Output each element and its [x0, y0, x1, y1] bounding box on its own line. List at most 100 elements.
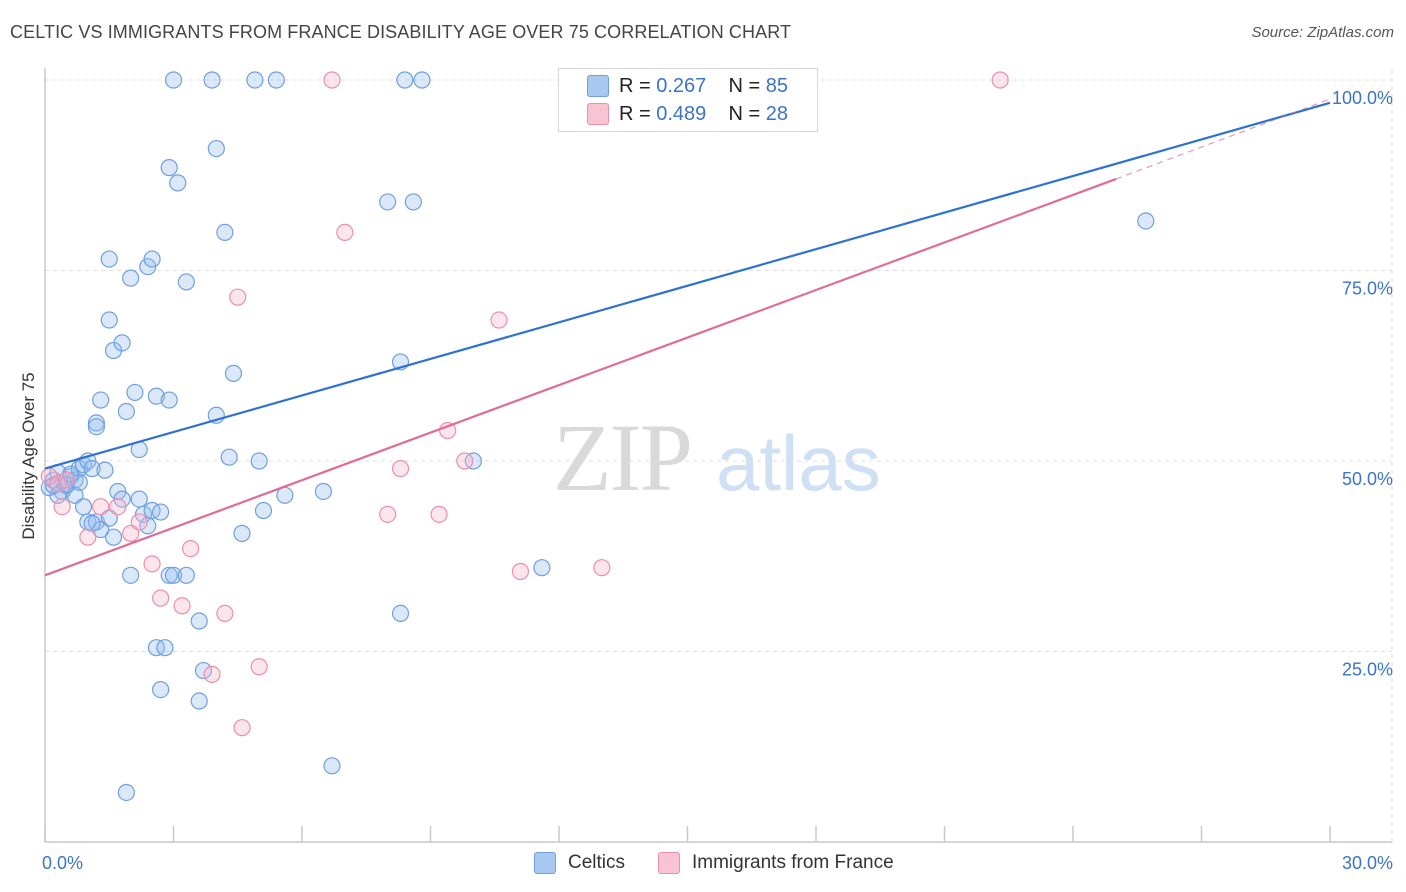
y-tick-label: 75.0% — [1342, 279, 1393, 299]
celtics-point — [194, 661, 213, 680]
france-point — [391, 460, 410, 478]
y-axis-label: Disability Age Over 75 — [19, 372, 38, 539]
celtics-point — [147, 387, 165, 405]
trend-lines — [44, 98, 1331, 577]
celtics-point — [254, 501, 273, 520]
celtics-point — [117, 783, 135, 802]
celtics-point — [104, 528, 123, 546]
series-legend-celtics: Celtics — [534, 852, 625, 874]
france-point — [379, 505, 397, 523]
celtics-point — [92, 391, 110, 409]
celtics-point — [323, 757, 341, 775]
celtics-point — [160, 566, 178, 584]
legend: R = 0.267 N = 85 R = 0.489 N = 28 — [558, 68, 818, 132]
celtics-point — [100, 311, 118, 329]
france-point — [79, 528, 97, 546]
celtics-swatch — [534, 852, 556, 874]
celtics-point — [246, 71, 264, 89]
france-point — [122, 524, 140, 542]
celtics-point — [177, 566, 195, 584]
legend-swatch-france — [587, 103, 609, 125]
celtics-point — [92, 520, 110, 539]
france-point — [53, 498, 71, 516]
celtics-point — [190, 692, 208, 710]
legend-n-label: N = — [728, 74, 766, 97]
france-point — [336, 223, 354, 241]
celtics-point — [190, 612, 208, 630]
celtics-point — [100, 509, 118, 527]
legend-row-france: R = 0.489 N = 28 — [587, 101, 788, 127]
france-point — [439, 421, 457, 440]
celtics-trend-line — [44, 101, 1331, 470]
france-point — [49, 475, 67, 493]
france-point — [430, 505, 448, 523]
celtics-point — [314, 482, 333, 501]
chart-title: CELTIC VS IMMIGRANTS FROM FRANCE DISABIL… — [10, 22, 792, 42]
gridlines — [45, 70, 1393, 842]
france-point — [143, 555, 161, 573]
celtics-point — [87, 414, 106, 432]
france-point — [109, 498, 127, 516]
x-tick-label: 30.0% — [1342, 853, 1393, 873]
france-point — [216, 604, 234, 623]
legend-r-label: R = — [619, 74, 657, 97]
legend-swatch-celtics — [587, 75, 609, 97]
france-point — [173, 597, 191, 615]
france-point — [152, 589, 170, 607]
celtics-point — [391, 604, 410, 623]
celtics-point — [122, 269, 140, 287]
celtics-point — [224, 364, 243, 382]
celtics-point — [404, 193, 422, 211]
celtics-point — [177, 273, 195, 291]
watermark-zip: ZIP — [553, 404, 691, 511]
celtics-point — [117, 402, 135, 421]
france-point — [233, 719, 251, 737]
y-tick-label: 50.0% — [1342, 469, 1393, 489]
celtics-point — [83, 514, 101, 533]
celtics-point — [96, 461, 114, 479]
celtics-point — [267, 71, 285, 89]
france-point — [456, 452, 474, 470]
legend-n-label: N = — [728, 102, 766, 125]
legend-r-label: R = — [619, 102, 657, 125]
france-point — [92, 498, 110, 516]
celtics-point — [143, 501, 161, 520]
celtics-point — [233, 524, 251, 542]
tick-labels: 25.0% 50.0% 75.0% 100.0% 0.0% 30.0% — [42, 88, 1393, 873]
celtics-point — [203, 71, 221, 89]
france-point — [130, 513, 148, 531]
legend-r-value: 0.267 — [656, 74, 707, 97]
celtics-label: Celtics — [568, 852, 626, 873]
celtics-point — [122, 566, 140, 584]
watermark-atlas: atlas — [716, 419, 881, 507]
celtics-point — [220, 448, 238, 466]
france-point — [182, 540, 200, 558]
celtics-point — [396, 71, 414, 89]
celtics-point — [164, 71, 183, 89]
france-point — [229, 288, 247, 306]
celtics-point — [83, 460, 101, 478]
france-point — [593, 559, 611, 577]
legend-r-value: 0.489 — [656, 102, 707, 125]
y-tick-label: 100.0% — [1332, 88, 1393, 108]
celtics-point — [100, 250, 118, 268]
celtics-point — [113, 334, 131, 352]
celtics-point — [152, 680, 170, 699]
celtics-point — [1137, 212, 1155, 230]
celtics-point — [74, 498, 93, 516]
watermark: ZIP atlas — [553, 404, 881, 511]
celtics-point — [126, 383, 144, 402]
celtics-point — [379, 193, 397, 211]
celtics-point — [533, 559, 551, 577]
y-tick-label: 25.0% — [1342, 660, 1393, 680]
celtics-point — [250, 452, 268, 470]
france-point — [490, 311, 508, 329]
legend-n-value: 85 — [765, 74, 789, 97]
celtics-point — [169, 174, 187, 192]
celtics-point — [143, 250, 161, 268]
legend-n-value: 28 — [765, 102, 789, 125]
celtics-point — [216, 223, 234, 241]
celtics-point — [160, 391, 178, 409]
france-trend-extension — [1115, 98, 1331, 180]
